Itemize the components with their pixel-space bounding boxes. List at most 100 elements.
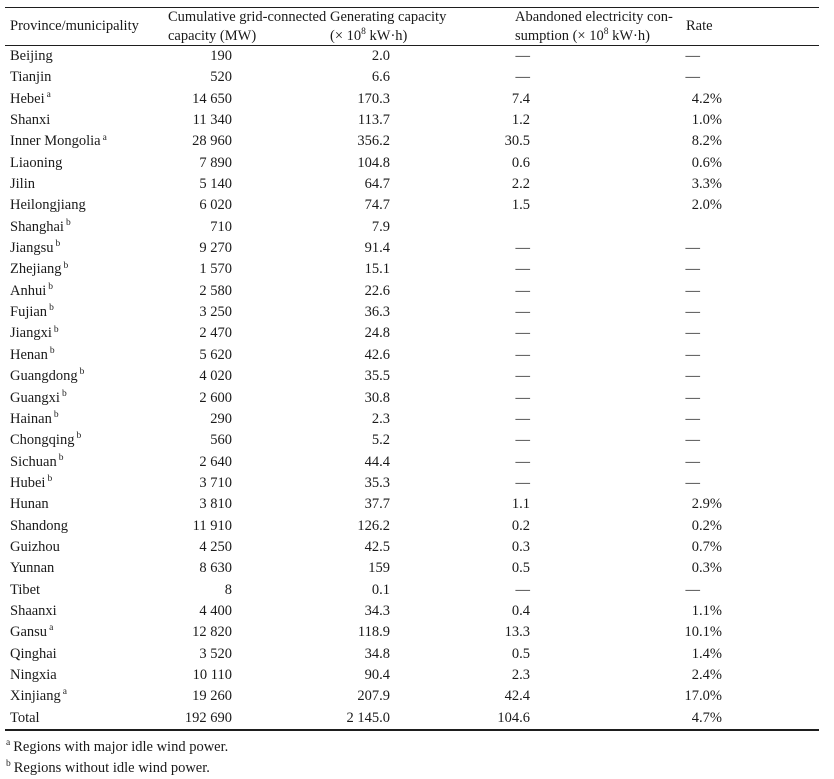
abandoned-cell: 0.6 [511,153,686,174]
province-name-cell: Ningxia [5,665,168,686]
abandoned-cell: — [515,345,686,366]
generating-cell: 15.1 [330,259,515,280]
cumulative-value: 4 250 [199,538,232,555]
cumulative-value: 190 [210,48,232,64]
province-name-cell: Hebei a [5,89,168,110]
rate-value: — [685,69,701,86]
rate-cell: — [686,388,819,409]
abandoned-value: 0.6 [511,154,530,171]
abandoned-value: 42.4 [504,688,530,705]
cumulative-value: 7 890 [199,154,232,171]
cumulative-value: 560 [210,432,232,449]
abandoned-cell: 104.6 [497,708,686,730]
generating-value: 42.6 [364,346,390,363]
abandoned-cell: — [515,452,686,473]
generating-value: 159 [368,560,390,577]
rate-cell: 0.7% [686,537,819,558]
cumulative-value: 520 [210,69,232,86]
footnote-marker: b [48,281,53,292]
cumulative-cell: 3 710 [168,473,330,494]
rate-cell: 0.6% [686,153,819,174]
generating-cell: 24.8 [330,323,515,344]
header-line: (× 108 kW·h) [330,27,515,46]
generating-value: 113.7 [357,112,390,129]
province-name: Hebei [10,90,45,107]
province-name: Tibet [10,581,41,598]
generating-cell: 7.9 [330,217,515,238]
province-name-cell: Guangdong b [5,366,168,387]
cumulative-value: 5 140 [199,176,232,193]
generating-cell: 2 145.0 [330,708,515,730]
generating-cell: 159 [330,558,515,579]
generating-value: 34.3 [364,602,390,619]
generating-cell: 34.8 [330,644,515,665]
cumulative-value: 710 [210,218,232,235]
rate-cell: 2.9% [686,494,819,515]
abandoned-cell [515,217,686,238]
cumulative-cell: 3 810 [168,494,330,515]
generating-cell: 22.6 [330,281,515,302]
province-row: Hainan b 290 2.3 — — [5,409,819,430]
cumulative-value: 8 630 [199,560,232,577]
generating-value: 104.8 [357,154,390,171]
rate-value: — [685,474,701,491]
cumulative-value: 3 810 [199,496,232,513]
province-name-cell: Zhejiang b [5,259,168,280]
rate-value: 3.3% [691,176,722,193]
footnote-marker: a [62,687,67,698]
rate-value: — [685,368,701,385]
cumulative-cell: 10 110 [168,665,330,686]
province-name-cell: Yunnan [5,558,168,579]
generating-cell: 126.2 [330,516,515,537]
cumulative-value: 6 020 [199,197,232,214]
header-line: Abandoned electricity con- [515,9,673,25]
generating-value: 2.0 [371,48,390,64]
abandoned-value: 13.3 [504,624,530,641]
generating-value: 44.4 [364,453,390,470]
province-name: Ningxia [10,666,57,683]
cumulative-cell: 520 [168,67,330,88]
province-name: Shaanxi [10,602,57,619]
rate-cell: — [686,302,819,323]
header-text: (× 10 [330,27,362,44]
rate-cell: — [686,238,819,259]
province-row: Shanghai b 710 7.9 [5,217,819,238]
generating-value: 22.6 [364,282,390,299]
province-name-cell: Qinghai [5,644,168,665]
rate-cell: 1.4% [686,644,819,665]
rate-cell: 10.1% [685,622,819,643]
cumulative-value: 4 020 [199,368,232,385]
generating-cell: 34.3 [330,601,515,622]
province-row: Heilongjiang 6 020 74.7 1.5 2.0% [5,195,819,216]
footnote-a-marker: a [6,738,11,749]
rate-value: — [685,453,701,470]
cumulative-cell: 7 890 [168,153,330,174]
rate-value: — [685,325,701,342]
province-name: Total [10,709,40,726]
rate-cell: — [686,323,819,344]
footnote-marker: b [61,388,67,399]
footnote-marker: b [49,345,55,356]
cumulative-value: 9 270 [199,240,232,257]
rate-cell [686,217,819,238]
province-row: Guangdong b 4 020 35.5 — — [5,366,819,387]
rate-value: 2.4% [691,666,722,683]
column-header-generating: Generating capacity (× 108 kW·h) [330,8,515,46]
cumulative-cell: 28 960 [168,131,330,152]
province-row: Tibet 8 0.1 — — [5,580,819,601]
rate-value: — [685,282,701,299]
generating-value: 0.1 [371,581,390,598]
generating-value: 35.3 [364,474,390,491]
generating-cell: 170.3 [330,89,515,110]
abandoned-cell: 30.5 [505,131,686,152]
abandoned-cell: — [515,281,686,302]
abandoned-cell: 0.4 [512,601,686,622]
province-name-cell: Chongqing b [5,430,168,451]
generating-cell: 5.2 [330,430,515,451]
province-name-cell: Hainan b [5,409,168,430]
rate-value: 0.6% [691,154,722,171]
cumulative-cell: 1 570 [168,259,330,280]
total-row: Total 192 690 2 145.0 104.6 4.7% [5,708,819,730]
abandoned-value: — [515,410,531,427]
province-name: Sichuan [10,453,57,470]
